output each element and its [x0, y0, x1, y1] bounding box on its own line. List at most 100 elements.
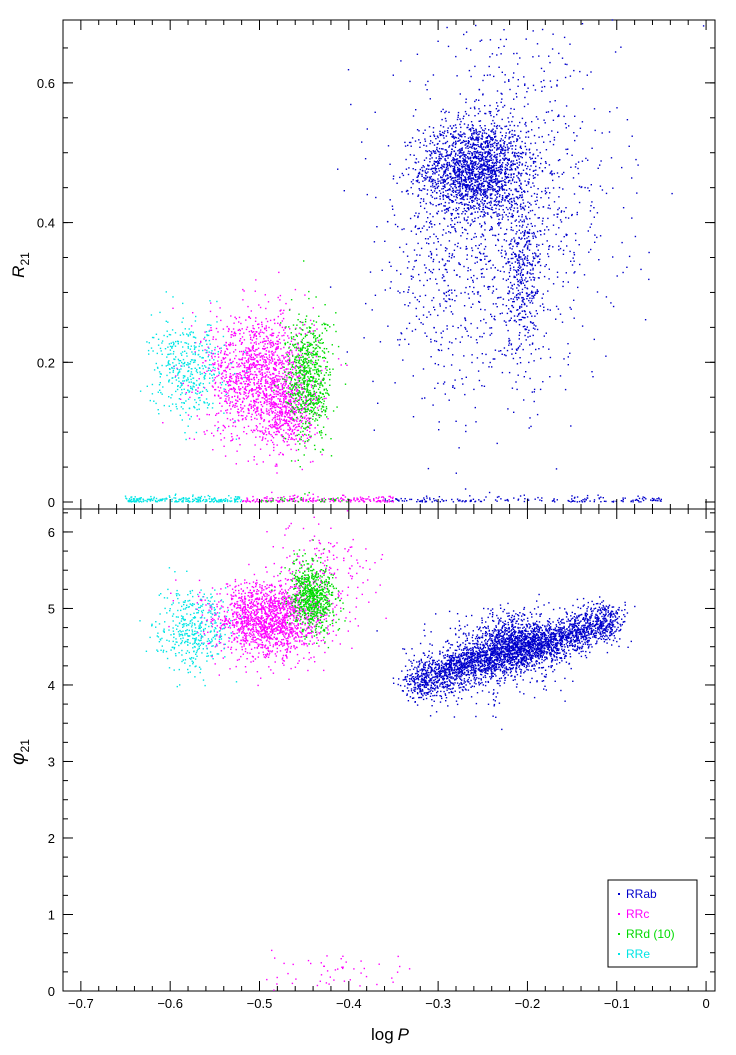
data-point: [505, 305, 508, 307]
data-point: [504, 196, 507, 199]
data-point: [449, 298, 451, 301]
data-point: [419, 201, 422, 204]
data-point: [291, 352, 293, 354]
data-point: [488, 201, 490, 204]
data-point: [513, 241, 516, 243]
data-point: [517, 498, 520, 500]
data-point: [467, 335, 469, 337]
data-point: [253, 456, 255, 458]
data-point: [480, 39, 483, 41]
data-point: [256, 407, 258, 409]
data-point: [589, 210, 592, 212]
data-point: [262, 364, 265, 366]
data-point: [506, 349, 509, 352]
data-point: [428, 168, 430, 170]
data-point: [519, 332, 521, 334]
data-point: [587, 159, 589, 161]
data-point: [432, 127, 435, 129]
data-point: [521, 226, 523, 228]
data-point: [468, 189, 471, 191]
data-point: [483, 332, 485, 335]
data-point: [494, 181, 496, 183]
data-point: [474, 211, 476, 213]
data-point: [490, 179, 492, 181]
data-point: [274, 367, 276, 370]
data-point: [450, 364, 453, 366]
data-point: [483, 149, 485, 151]
data-point: [252, 373, 254, 376]
data-point: [459, 135, 461, 137]
data-point: [460, 176, 462, 178]
data-point: [458, 168, 461, 170]
data-point: [485, 178, 488, 180]
data-point: [507, 200, 510, 203]
data-point: [264, 395, 266, 397]
data-point: [515, 225, 518, 227]
data-point: [423, 159, 426, 161]
data-point: [245, 433, 248, 435]
data-point: [459, 155, 461, 158]
data-point: [473, 388, 475, 391]
data-point: [239, 340, 241, 342]
data-point: [463, 163, 465, 165]
data-point: [280, 361, 282, 364]
data-point: [294, 366, 297, 368]
data-point: [448, 298, 450, 300]
data-point: [510, 311, 513, 313]
data-point: [219, 402, 221, 404]
data-point: [212, 449, 214, 451]
data-point: [438, 261, 440, 263]
data-point: [224, 388, 227, 391]
data-point: [238, 388, 240, 390]
data-point: [603, 500, 606, 502]
data-point: [418, 188, 420, 190]
data-point: [257, 382, 259, 384]
data-point: [524, 83, 526, 85]
data-point: [232, 366, 235, 369]
data-point: [227, 382, 229, 384]
data-point: [506, 168, 508, 170]
data-point: [492, 234, 494, 236]
data-point: [463, 132, 465, 134]
data-point: [444, 169, 447, 172]
data-point: [434, 181, 437, 184]
data-point: [206, 413, 208, 416]
data-point: [504, 81, 506, 83]
data-point: [473, 208, 475, 210]
data-point: [474, 192, 476, 195]
data-point: [635, 158, 637, 161]
data-point: [228, 379, 231, 381]
data-point: [537, 249, 539, 251]
data-point: [479, 120, 482, 122]
data-point: [531, 263, 533, 265]
data-point: [416, 254, 418, 256]
data-point: [442, 187, 445, 190]
data-point: [457, 500, 460, 502]
data-point: [601, 132, 603, 134]
data-point: [415, 212, 417, 214]
data-point: [594, 241, 596, 243]
data-point: [533, 257, 535, 260]
data-point: [249, 370, 252, 373]
data-point: [510, 206, 513, 208]
data-point: [446, 300, 448, 303]
data-point: [548, 55, 550, 57]
data-point: [502, 266, 504, 268]
data-point: [471, 189, 474, 191]
data-point: [394, 223, 397, 226]
data-point: [243, 290, 245, 292]
data-point: [487, 185, 490, 187]
data-point: [273, 379, 276, 381]
data-point: [478, 159, 480, 161]
data-point: [381, 269, 383, 271]
data-point: [214, 362, 216, 364]
data-point: [470, 276, 472, 279]
data-point: [459, 150, 461, 152]
data-point: [537, 261, 539, 263]
data-point: [470, 177, 473, 180]
data-point: [515, 269, 517, 272]
data-point: [518, 265, 521, 267]
data-point: [462, 169, 464, 172]
data-point: [524, 258, 526, 260]
data-point: [516, 258, 518, 260]
